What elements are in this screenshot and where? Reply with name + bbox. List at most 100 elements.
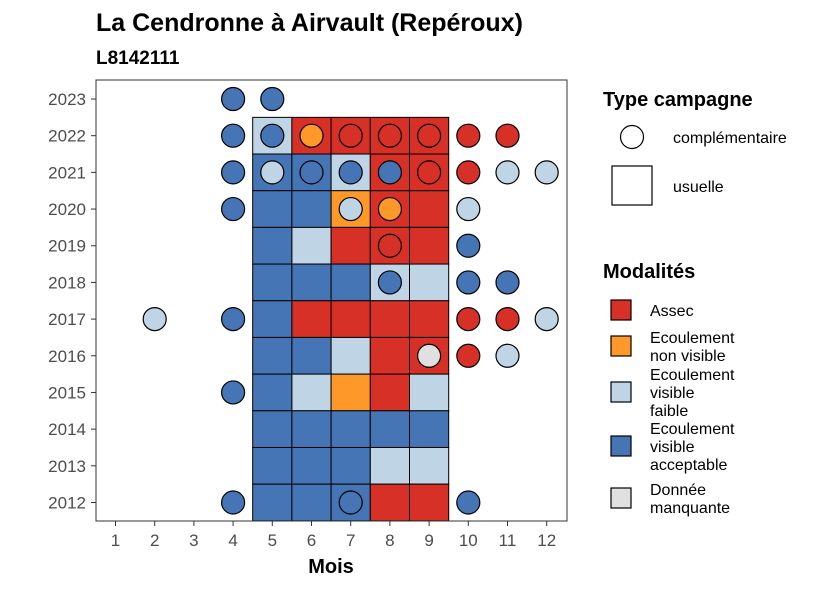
legend-shape-title: Type campagne <box>603 89 753 111</box>
point-2017-4 <box>221 307 246 332</box>
point-layer <box>142 86 559 515</box>
legend-label-faible-line-1: Ecoulement <box>650 367 735 384</box>
point-2021-10 <box>456 160 481 185</box>
y-tick-label-2012: 2012 <box>48 494 86 513</box>
tile-2015-5 <box>252 373 293 412</box>
point-2018-8 <box>377 270 402 295</box>
legend-circle-symbol <box>619 124 645 150</box>
chart-subtitle: L8142111 <box>96 48 180 69</box>
point-2022-11 <box>495 123 520 148</box>
point-2016-10 <box>456 343 481 368</box>
legend-label-faible-line-2: visible <box>650 385 695 402</box>
y-tick-label-2018: 2018 <box>48 273 86 292</box>
legend-label-assec-line-1: Assec <box>650 303 694 320</box>
legend-swatch-acceptable <box>610 435 632 457</box>
tile-2014-8 <box>369 410 410 448</box>
point-2022-6 <box>299 123 324 148</box>
tile-2014-6 <box>291 410 332 448</box>
tile-2020-9 <box>409 190 450 228</box>
tile-2020-5 <box>252 190 293 228</box>
x-axis-title: Mois <box>308 556 354 578</box>
y-tick-label-2020: 2020 <box>48 200 86 219</box>
y-tick-label-2015: 2015 <box>48 383 86 402</box>
plot-panel-border <box>95 79 568 522</box>
x-tick-label-8: 8 <box>385 531 394 550</box>
point-2019-8 <box>377 233 402 258</box>
tile-2018-5 <box>252 263 293 302</box>
tile-2014-7 <box>330 410 371 448</box>
y-tick-label-2019: 2019 <box>48 237 86 256</box>
tile-2013-5 <box>252 446 293 485</box>
point-2021-8 <box>377 160 402 185</box>
point-2017-2 <box>142 307 167 332</box>
tile-2013-9 <box>409 446 450 485</box>
point-2017-10 <box>456 307 481 332</box>
tile-2012-9 <box>409 483 450 522</box>
point-2023-5 <box>260 86 285 112</box>
point-2021-5 <box>260 160 285 185</box>
point-2019-10 <box>456 233 481 258</box>
y-tick-label-2017: 2017 <box>48 310 86 329</box>
x-tick-label-12: 12 <box>537 531 556 550</box>
point-2020-4 <box>221 196 246 222</box>
legend-fill-title: Modalités <box>603 261 695 283</box>
tile-2015-8 <box>369 373 410 412</box>
tile-2016-5 <box>252 336 293 375</box>
tile-2017-6 <box>291 300 332 338</box>
x-tick-label-11: 11 <box>499 531 517 550</box>
tile-2012-5 <box>252 483 293 522</box>
x-tick-label-10: 10 <box>459 531 478 550</box>
tile-2013-6 <box>291 446 332 485</box>
legend-swatch-faible <box>610 381 632 403</box>
tile-2015-7 <box>330 373 371 412</box>
legend-label-acceptable-line-3: acceptable <box>650 457 727 474</box>
legend-label-manquante-line-2: manquante <box>650 500 730 517</box>
point-2017-11 <box>495 307 520 332</box>
x-axis: 1 2 3 4 5 6 7 8 9 10 11 12 <box>111 521 556 550</box>
legend-label-faible-line-3: faible <box>650 403 688 420</box>
tile-2018-9 <box>409 263 450 302</box>
legend-label-complementaire: complémentaire <box>673 130 787 147</box>
x-tick-label-5: 5 <box>268 531 277 550</box>
tile-2014-5 <box>252 410 293 448</box>
chart-title: La Cendronne à Airvault (Repéroux) <box>96 9 523 37</box>
y-tick-label-2013: 2013 <box>48 457 86 476</box>
point-2023-4 <box>221 86 246 112</box>
point-2016-9 <box>417 343 442 368</box>
y-tick-label-2014: 2014 <box>48 420 86 439</box>
tile-2012-8 <box>369 483 410 522</box>
point-2022-9 <box>417 123 442 148</box>
point-2021-4 <box>221 160 246 185</box>
legend-label-acceptable-line-1: Ecoulement <box>650 421 735 438</box>
y-tick-label-2023: 2023 <box>48 90 86 109</box>
legend-label-nonvisible-line-1: Ecoulement <box>650 330 735 347</box>
point-2012-7 <box>338 490 363 515</box>
x-tick-label-7: 7 <box>346 531 355 550</box>
tile-2013-8 <box>369 446 410 485</box>
x-tick-label-2: 2 <box>150 531 159 550</box>
tile-2015-6 <box>291 373 332 412</box>
legend-swatch-nonvisible <box>610 335 632 357</box>
legend-swatch-manquante <box>610 487 632 509</box>
tile-2016-6 <box>291 336 332 375</box>
tile-2019-9 <box>409 226 450 265</box>
tile-2019-5 <box>252 226 293 265</box>
tile-2013-7 <box>330 446 371 485</box>
point-2021-6 <box>299 160 324 185</box>
y-axis: 2012 2013 2014 2015 2016 2017 2018 2019 2020 2021… <box>48 90 96 513</box>
point-2021-12 <box>534 160 559 185</box>
point-2018-10 <box>456 270 481 295</box>
tile-2014-9 <box>409 410 450 448</box>
tile-2017-8 <box>369 300 410 338</box>
legend-label-nonvisible-line-2: non visible <box>650 348 726 365</box>
point-2017-12 <box>534 307 559 332</box>
point-2016-11 <box>495 343 520 368</box>
tile-2017-5 <box>252 300 293 338</box>
point-2012-10 <box>456 490 481 515</box>
point-2020-7 <box>338 196 363 222</box>
x-tick-label-1: 1 <box>111 531 120 550</box>
tile-2017-7 <box>330 300 371 338</box>
point-2022-5 <box>260 123 285 148</box>
